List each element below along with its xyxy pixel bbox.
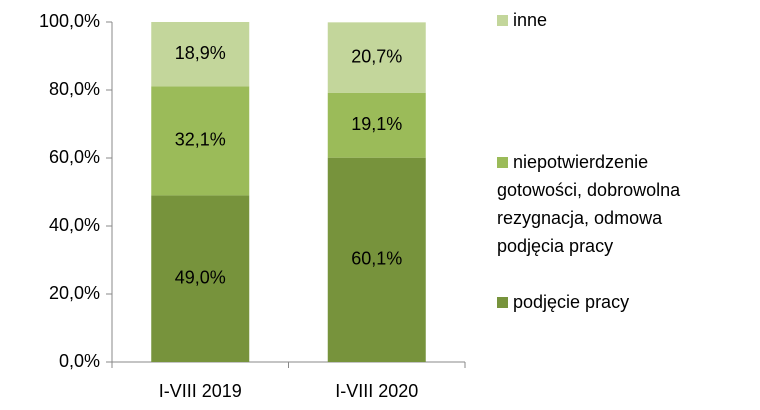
value-label: 18,9%: [175, 43, 226, 63]
legend-label: inne: [513, 10, 548, 30]
legend-label: niepotwierdzenie gotowości, dobrowolna r…: [497, 152, 681, 256]
bar-segment: [327, 157, 426, 362]
value-label: 49,0%: [175, 267, 226, 287]
y-tick-label: 60,0%: [49, 147, 100, 167]
value-label: 19,1%: [351, 114, 402, 134]
legend-label: podjęcie pracy: [513, 292, 630, 312]
value-label: 60,1%: [351, 249, 402, 269]
x-tick-label: I-VIII 2019: [159, 381, 242, 401]
bar-segment: [151, 86, 250, 196]
legend-item: podjęcie pracy: [497, 288, 747, 316]
y-tick-label: 20,0%: [49, 283, 100, 303]
legend-swatch: [497, 297, 508, 308]
bar-segment: [327, 22, 426, 93]
legend-swatch: [497, 157, 508, 168]
bar-segment: [151, 22, 250, 87]
value-label: 32,1%: [175, 130, 226, 150]
x-tick-label: I-VIII 2020: [335, 381, 418, 401]
bar-segment: [327, 92, 426, 158]
legend-item: niepotwierdzenie gotowości, dobrowolna r…: [497, 148, 712, 260]
y-tick-label: 40,0%: [49, 215, 100, 235]
value-label: 20,7%: [351, 46, 402, 66]
bar-segment: [151, 195, 250, 362]
y-tick-label: 80,0%: [49, 79, 100, 99]
legend-item: inne: [497, 6, 747, 34]
y-tick-label: 0,0%: [59, 351, 100, 371]
y-tick-label: 100,0%: [39, 11, 100, 31]
legend-swatch: [497, 15, 508, 26]
